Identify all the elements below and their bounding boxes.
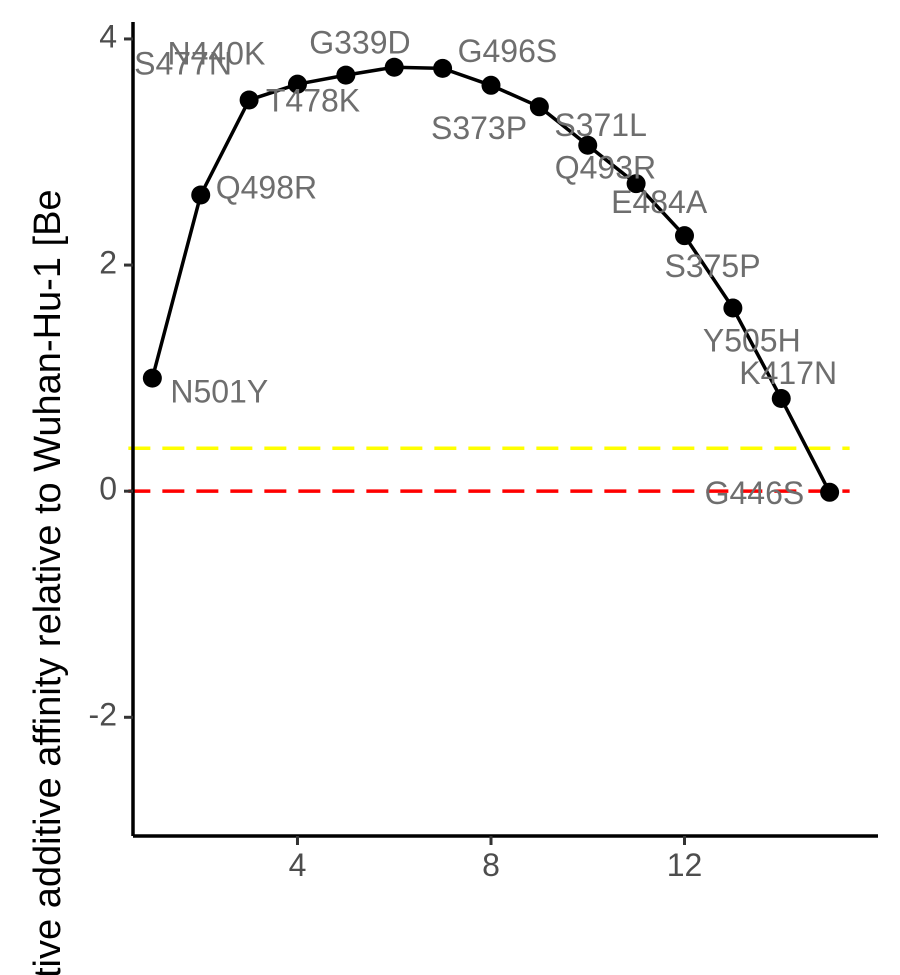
data-point-S371L	[529, 97, 549, 117]
point-label-K417N: K417N	[739, 355, 837, 391]
point-label-Q498R: Q498R	[216, 169, 317, 205]
data-point-G446S	[820, 482, 840, 502]
point-label-G496S: G496S	[458, 33, 558, 69]
y-tick-label-0: 0	[99, 471, 117, 507]
data-point-N440K	[287, 74, 307, 94]
point-label-E484A: E484A	[611, 184, 708, 220]
point-label-S477N: S477N	[134, 45, 232, 81]
x-tick-label-12: 12	[667, 847, 703, 883]
y-tick-label-2: 2	[99, 245, 117, 281]
point-label-S375P: S375P	[664, 248, 760, 284]
point-label-Y505H: Y505H	[703, 322, 801, 358]
point-label-N501Y: N501Y	[170, 374, 268, 410]
axes: -2 0 2 4 4 8 12	[89, 18, 878, 883]
data-point-K417N	[771, 388, 791, 408]
data-point-Q498R	[191, 185, 211, 205]
y-tick-label--2: -2	[89, 697, 117, 733]
x-tick-label-8: 8	[482, 847, 500, 883]
data-point-E484A	[626, 174, 646, 194]
y-tick-label-4: 4	[99, 18, 117, 54]
point-label-N440K: N440K	[167, 36, 265, 72]
data-point-Y505H	[723, 298, 743, 318]
point-label-S373P: S373P	[431, 110, 527, 146]
point-label-T478K: T478K	[266, 83, 360, 119]
x-tick-label-4: 4	[289, 847, 307, 883]
data-point-S373P	[481, 75, 501, 95]
data-point-G339D	[384, 57, 404, 77]
data-point-N501Y	[142, 368, 162, 388]
reference-lines	[128, 446, 850, 493]
y-axis-label: tive additive affinity relative to Wuhan…	[27, 189, 69, 975]
data-point-G496S	[433, 58, 453, 78]
data-point-S477N	[239, 90, 259, 110]
data-point-T478K	[336, 65, 356, 85]
point-label-S371L: S371L	[554, 107, 647, 143]
series	[142, 57, 840, 502]
point-label-G339D: G339D	[309, 25, 410, 61]
data-point-Q493R	[578, 135, 598, 155]
point-label-Q493R: Q493R	[555, 150, 656, 186]
point-label-G446S: G446S	[705, 475, 805, 511]
data-point-S375P	[674, 226, 694, 246]
